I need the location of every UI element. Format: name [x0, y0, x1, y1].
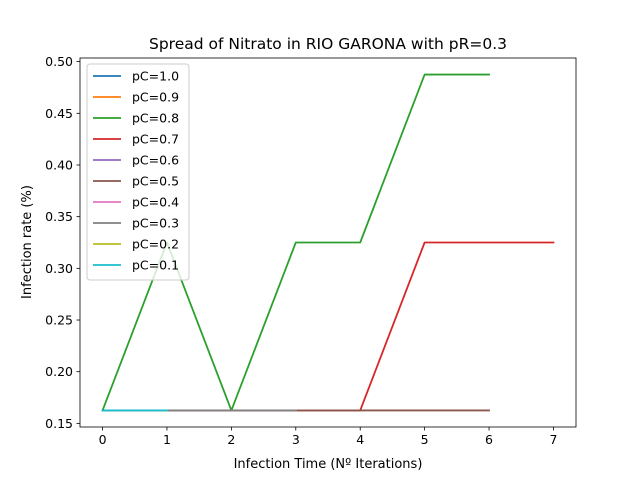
- y-tick-label: 0.25: [45, 313, 73, 328]
- legend-label: pC=0.8: [132, 111, 179, 126]
- legend-label: pC=0.6: [132, 153, 179, 168]
- x-tick-label: 0: [99, 432, 107, 447]
- x-tick-label: 7: [549, 432, 557, 447]
- x-tick-label: 4: [356, 432, 364, 447]
- legend-label: pC=0.2: [132, 237, 179, 252]
- legend-label: pC=0.5: [132, 174, 179, 189]
- y-tick-label: 0.45: [45, 106, 73, 121]
- x-tick-label: 6: [485, 432, 493, 447]
- y-axis-label: Infection rate (%): [20, 185, 35, 299]
- ticks-layer: 0 1 2 3 4 5 6 7 0.15 0.20 0.25 0.30 0.35 0.40 0.45 0.50: [45, 54, 557, 447]
- x-tick-label: 1: [163, 432, 171, 447]
- y-tick-label: 0.35: [45, 209, 73, 224]
- legend-label: pC=0.1: [132, 258, 179, 273]
- legend-label: pC=0.3: [132, 216, 179, 231]
- y-tick-label: 0.20: [45, 364, 73, 379]
- plot-frame: [79, 57, 577, 428]
- x-axis-label: Infection Time (Nº Iterations): [234, 457, 423, 472]
- legend-label: pC=0.7: [132, 132, 179, 147]
- legend-label: pC=0.4: [132, 195, 179, 210]
- legend-label: pC=0.9: [132, 90, 179, 105]
- y-tick-label: 0.50: [45, 54, 73, 69]
- legend: pC=1.0 pC=0.9 pC=0.8 pC=0.7 pC=0.6 pC=0.5 pC=0…: [86, 63, 190, 281]
- x-tick-label: 3: [292, 432, 300, 447]
- y-tick-label: 0.40: [45, 157, 73, 172]
- x-tick-label: 2: [227, 432, 235, 447]
- chart-title: Spread of Nitrato in RIO GARONA with pR=…: [149, 35, 507, 53]
- legend-label: pC=1.0: [132, 69, 179, 84]
- y-tick-label: 0.30: [45, 261, 73, 276]
- y-tick-label: 0.15: [45, 416, 73, 431]
- x-tick-label: 5: [421, 432, 429, 447]
